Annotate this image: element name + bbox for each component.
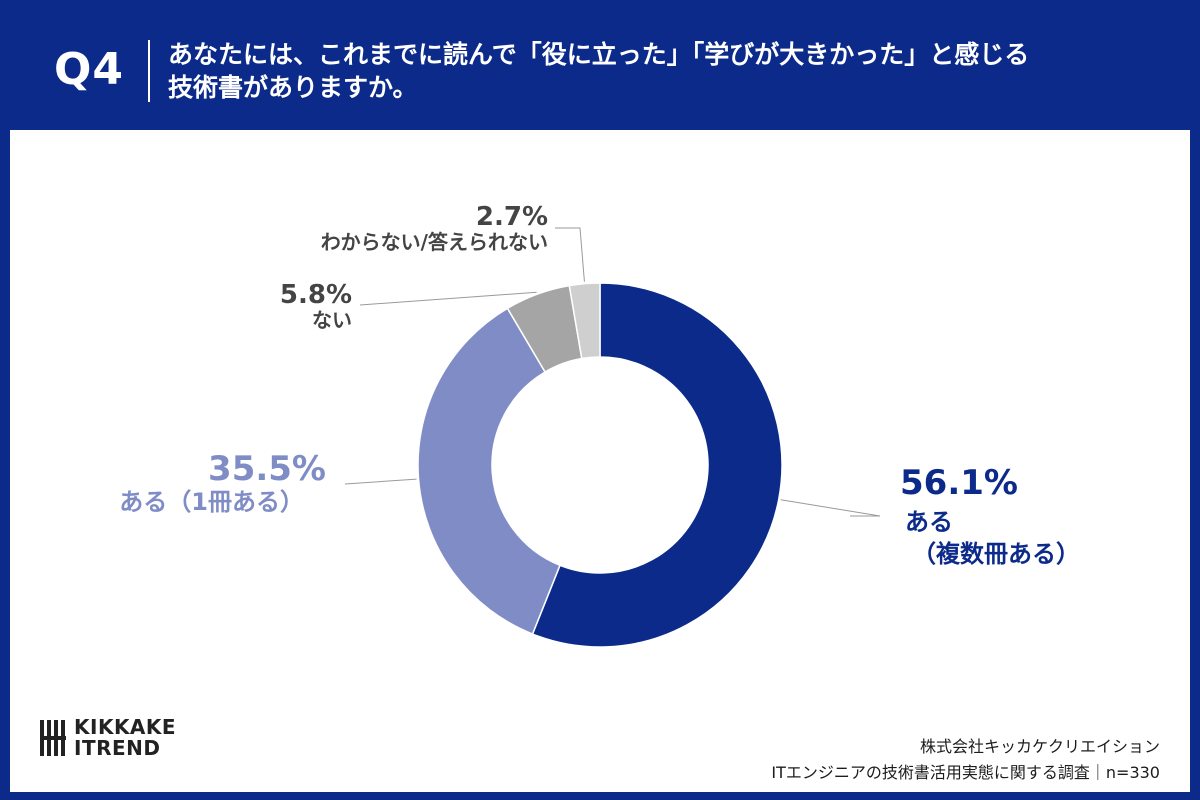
data-label-category-multiple-books: ある <box>905 508 953 536</box>
leader-line-none <box>359 291 537 306</box>
chart-panel <box>10 130 1190 792</box>
data-label-pct-one-book: 35.5% <box>208 449 326 489</box>
data-label-category-one-book: ある（1冊ある） <box>119 488 304 516</box>
logo-line-2: ITREND <box>74 736 161 760</box>
question-number: Q4 <box>54 44 125 95</box>
credit-company: 株式会社キッカケクリエイション <box>919 737 1160 756</box>
question-text: あなたには、これまでに読んで「役に立った」「学びが大きかった」と感じる 技術書が… <box>168 38 1128 104</box>
leader-line-multiple-books <box>780 499 881 517</box>
donut-slice-unknown <box>568 282 601 360</box>
logo-line-1: KIKKAKE <box>74 715 177 739</box>
kikkake-itrend-logo: KIKKAKE ITREND <box>40 716 176 760</box>
question-line-2: 技術書がありますか。 <box>168 73 418 102</box>
data-label-category-multiple-books: （複数冊ある） <box>912 540 1080 568</box>
logo-mark-icon <box>40 720 66 756</box>
question-line-1: あなたには、これまでに読んで「役に立った」「学びが大きかった」と感じる <box>168 40 1030 69</box>
donut-slice-multiple-books <box>531 282 783 648</box>
leader-line-unknown <box>555 227 585 282</box>
credit-survey: ITエンジニアの技術書活用実態に関する調査｜n=330 <box>771 763 1160 782</box>
data-label-category-none: ない <box>312 308 352 332</box>
header-bar: Q4 あなたには、これまでに読んで「役に立った」「学びが大きかった」と感じる 技… <box>0 0 1200 130</box>
credit: 株式会社キッカケクリエイション ITエンジニアの技術書活用実態に関する調査｜n=… <box>771 734 1160 786</box>
header-divider <box>148 40 150 102</box>
leader-line-one-book <box>344 478 417 485</box>
data-label-pct-unknown: 2.7% <box>476 202 548 232</box>
data-label-pct-none: 5.8% <box>280 280 352 310</box>
data-label-category-unknown: わからない/答えられない <box>321 230 548 254</box>
donut-slice-one-book <box>417 307 561 636</box>
data-label-pct-multiple-books: 56.1% <box>900 463 1018 503</box>
